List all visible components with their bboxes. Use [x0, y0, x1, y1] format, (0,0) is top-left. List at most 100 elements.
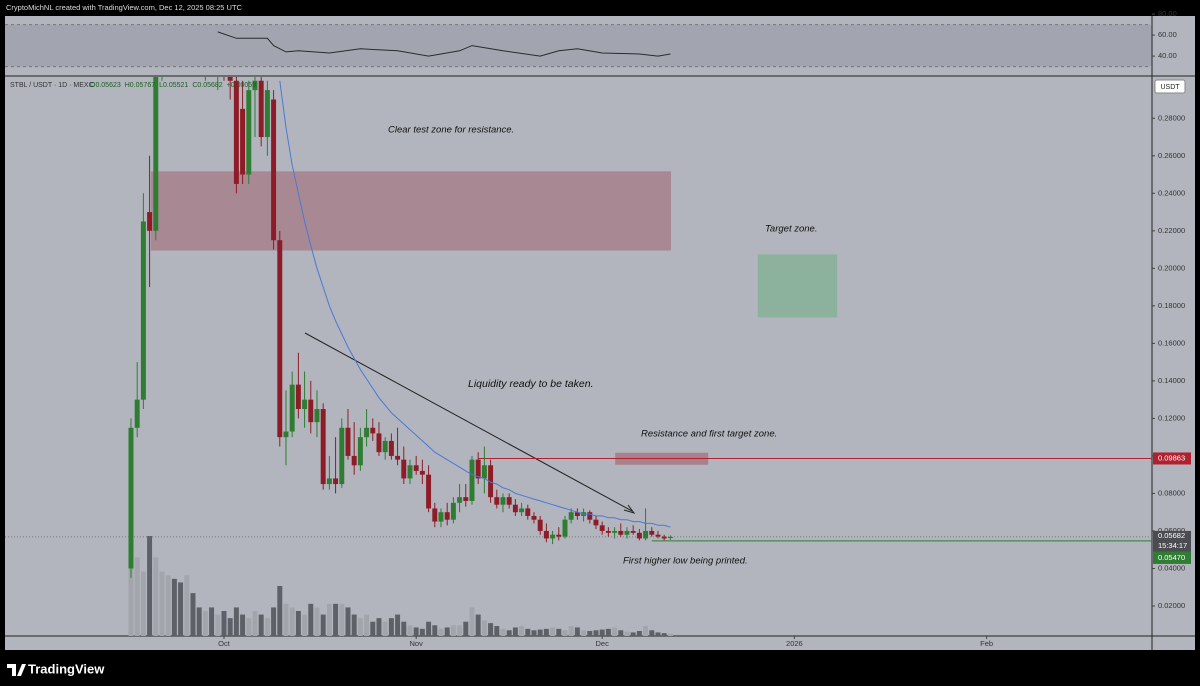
volume-bar — [128, 564, 134, 636]
candle-body — [612, 530, 618, 533]
annotation: Resistance and first target zone. — [641, 429, 777, 440]
candle-body — [246, 90, 252, 175]
x-tick-label: 2026 — [786, 639, 803, 648]
candle-body — [667, 536, 673, 539]
volume-bar — [401, 621, 407, 636]
volume-bar — [556, 628, 562, 636]
volume-bar — [636, 631, 642, 636]
volume-bar — [506, 630, 512, 636]
candle-body — [568, 512, 574, 520]
candle-body — [419, 470, 425, 475]
candle-body — [512, 504, 518, 513]
volume-bar — [314, 607, 320, 636]
candle-body — [587, 512, 593, 520]
candle-body — [426, 474, 432, 509]
volume-bar — [419, 628, 425, 636]
volume-bar — [450, 625, 456, 636]
volume-bar — [407, 625, 413, 636]
annotation: Target zone. — [765, 224, 817, 235]
volume-bar — [426, 621, 432, 636]
candle-body — [605, 530, 611, 533]
candle-body — [233, 80, 239, 184]
candle-body — [370, 427, 376, 434]
volume-bar — [519, 626, 525, 636]
volume-bar — [271, 607, 277, 636]
y-tick-label: 0.08000 — [1158, 488, 1185, 497]
volume-bar — [147, 536, 153, 636]
volume-bar — [475, 614, 481, 636]
candle-body — [562, 519, 568, 537]
candle-body — [519, 508, 525, 513]
candle-body — [599, 525, 605, 531]
candle-body — [302, 399, 308, 410]
rsi-band — [5, 24, 1152, 67]
candle-body — [450, 502, 456, 520]
volume-bar — [240, 614, 246, 636]
volume-bar — [333, 603, 339, 636]
volume-bar — [649, 630, 655, 636]
candle-body — [401, 459, 407, 479]
last-price-box — [1153, 530, 1191, 552]
volume-bar — [326, 603, 332, 636]
x-tick-label: Feb — [980, 639, 993, 648]
y-tick-label: 0.26000 — [1158, 151, 1185, 160]
rsi-tick-label: 40.00 — [1158, 51, 1177, 60]
volume-bar — [190, 593, 196, 636]
volume-bar — [562, 630, 568, 636]
volume-bar — [252, 611, 258, 636]
volume-bar — [605, 628, 611, 636]
volume-bar — [283, 603, 289, 636]
annotation: Clear test zone for resistance. — [388, 125, 514, 136]
volume-bar — [494, 626, 500, 636]
axes: 0.020000.040000.060000.080000.100000.120… — [218, 9, 1191, 648]
volume-bar — [184, 575, 190, 636]
candle-body — [531, 515, 537, 520]
y-tick-label: 0.28000 — [1158, 113, 1185, 122]
volume-bar — [351, 614, 357, 636]
price-label-box — [1153, 452, 1191, 465]
ohlc-value: L0.05521 — [159, 82, 188, 89]
volume-bar — [382, 621, 388, 636]
volume-bar — [215, 614, 221, 636]
volume-bar — [568, 626, 574, 636]
volume-bar — [599, 629, 605, 636]
price-pane — [5, 77, 1152, 636]
y-tick-label: 0.24000 — [1158, 188, 1185, 197]
volume-bar — [295, 611, 301, 636]
logo: TradingView — [7, 661, 105, 676]
candle-body — [227, 77, 233, 81]
candle-body — [463, 497, 469, 501]
volume-bar — [233, 607, 239, 636]
candle-body — [364, 427, 370, 438]
rsi-tick-label: 60.00 — [1158, 30, 1177, 39]
volume-bar — [618, 630, 624, 636]
candle-body — [556, 534, 562, 537]
candle-body — [351, 455, 357, 466]
price-label-box — [1153, 551, 1191, 564]
x-tick-label: Oct — [218, 639, 231, 648]
y-tick-label: 0.12000 — [1158, 413, 1185, 422]
candle-body — [649, 530, 655, 535]
candle-body — [593, 519, 599, 526]
candle-body — [283, 431, 289, 438]
zone — [757, 254, 838, 318]
volume-bar — [370, 621, 376, 636]
rsi-tick-label: 80.00 — [1158, 9, 1177, 18]
volume-bar — [512, 627, 518, 636]
volume-bar — [624, 631, 630, 636]
volume-bar — [320, 614, 326, 636]
volume-bar — [469, 607, 475, 636]
candle-body — [128, 427, 134, 569]
candle-body — [500, 497, 506, 505]
candle-body — [252, 80, 258, 91]
candle-body — [457, 497, 463, 503]
candle-body — [240, 108, 246, 175]
candle-body — [494, 497, 500, 505]
volume-bar — [438, 628, 444, 636]
candle-body — [277, 240, 283, 438]
candle-body — [643, 530, 649, 539]
last-price-label: 0.05682 — [1158, 531, 1185, 540]
candle-body — [271, 99, 277, 241]
volume-bar — [667, 633, 673, 636]
